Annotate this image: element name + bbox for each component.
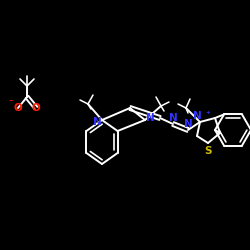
Text: O: O xyxy=(14,103,22,113)
Text: S: S xyxy=(204,146,212,156)
Text: ⁺: ⁺ xyxy=(206,110,210,118)
Text: O: O xyxy=(32,103,40,113)
Text: N: N xyxy=(146,113,154,123)
Text: N: N xyxy=(92,117,102,127)
Text: ⁻: ⁻ xyxy=(8,98,14,108)
Text: N: N xyxy=(168,113,177,123)
Text: N: N xyxy=(192,111,202,121)
Text: N: N xyxy=(184,119,192,129)
